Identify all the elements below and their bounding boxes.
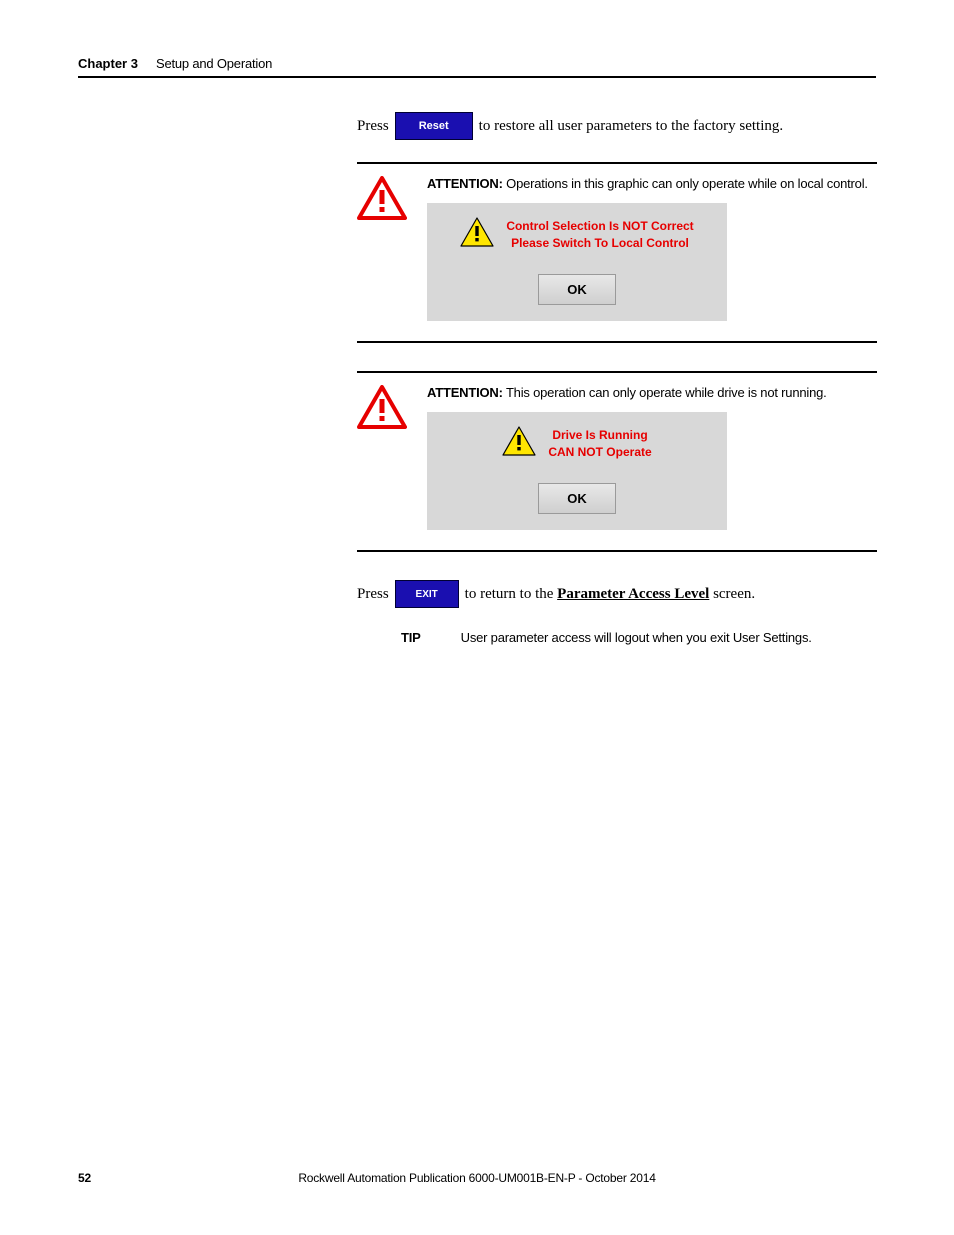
attention-block-local-control: ATTENTION: Operations in this graphic ca… (357, 162, 877, 343)
reset-button[interactable]: Reset (395, 112, 473, 140)
publication-info: Rockwell Automation Publication 6000-UM0… (298, 1171, 655, 1185)
ok-button[interactable]: OK (538, 274, 616, 305)
dialog-message: Control Selection Is NOT Correct Please … (506, 218, 693, 250)
tip-label: TIP (401, 630, 421, 645)
exit-tail-post: screen. (709, 586, 755, 602)
attention-block-drive-running: ATTENTION: This operation can only opera… (357, 371, 877, 552)
press-exit-line: Press EXIT to return to the Parameter Ac… (357, 580, 877, 608)
exit-tail-pre: to return to the (465, 586, 557, 602)
press-reset-line: Press Reset to restore all user paramete… (357, 112, 877, 140)
header-rule (78, 76, 876, 78)
press-reset-tail: to restore all user parameters to the fa… (479, 118, 783, 135)
content-area: Press Reset to restore all user paramete… (357, 112, 877, 645)
attention-text: ATTENTION: This operation can only opera… (427, 385, 877, 400)
attention-body: This operation can only operate while dr… (506, 385, 827, 400)
page-number: 52 (78, 1171, 91, 1185)
press-label: Press (357, 586, 389, 603)
attention-label: ATTENTION: (427, 385, 503, 400)
press-exit-tail: to return to the Parameter Access Level … (465, 586, 755, 603)
exit-button[interactable]: EXIT (395, 580, 459, 608)
attention-label: ATTENTION: (427, 176, 503, 191)
parameter-access-level-link[interactable]: Parameter Access Level (557, 586, 709, 602)
attention-icon (357, 385, 413, 434)
page-footer: 52 Rockwell Automation Publication 6000-… (78, 1171, 876, 1185)
warning-icon (502, 426, 536, 461)
page-header: Chapter 3 Setup and Operation (78, 56, 876, 71)
press-label: Press (357, 118, 389, 135)
warning-icon (460, 217, 494, 252)
attention-body: Operations in this graphic can only oper… (506, 176, 868, 191)
tip-text: User parameter access will logout when y… (461, 630, 812, 645)
dialog-message: Drive Is Running CAN NOT Operate (548, 427, 651, 459)
ok-button[interactable]: OK (538, 483, 616, 514)
attention-text: ATTENTION: Operations in this graphic ca… (427, 176, 877, 191)
dialog-drive-running: Drive Is Running CAN NOT Operate OK (427, 412, 727, 530)
attention-icon (357, 176, 413, 225)
chapter-label: Chapter 3 (78, 56, 138, 71)
chapter-title: Setup and Operation (156, 56, 272, 71)
tip-row: TIP User parameter access will logout wh… (401, 630, 877, 645)
dialog-local-control: Control Selection Is NOT Correct Please … (427, 203, 727, 321)
